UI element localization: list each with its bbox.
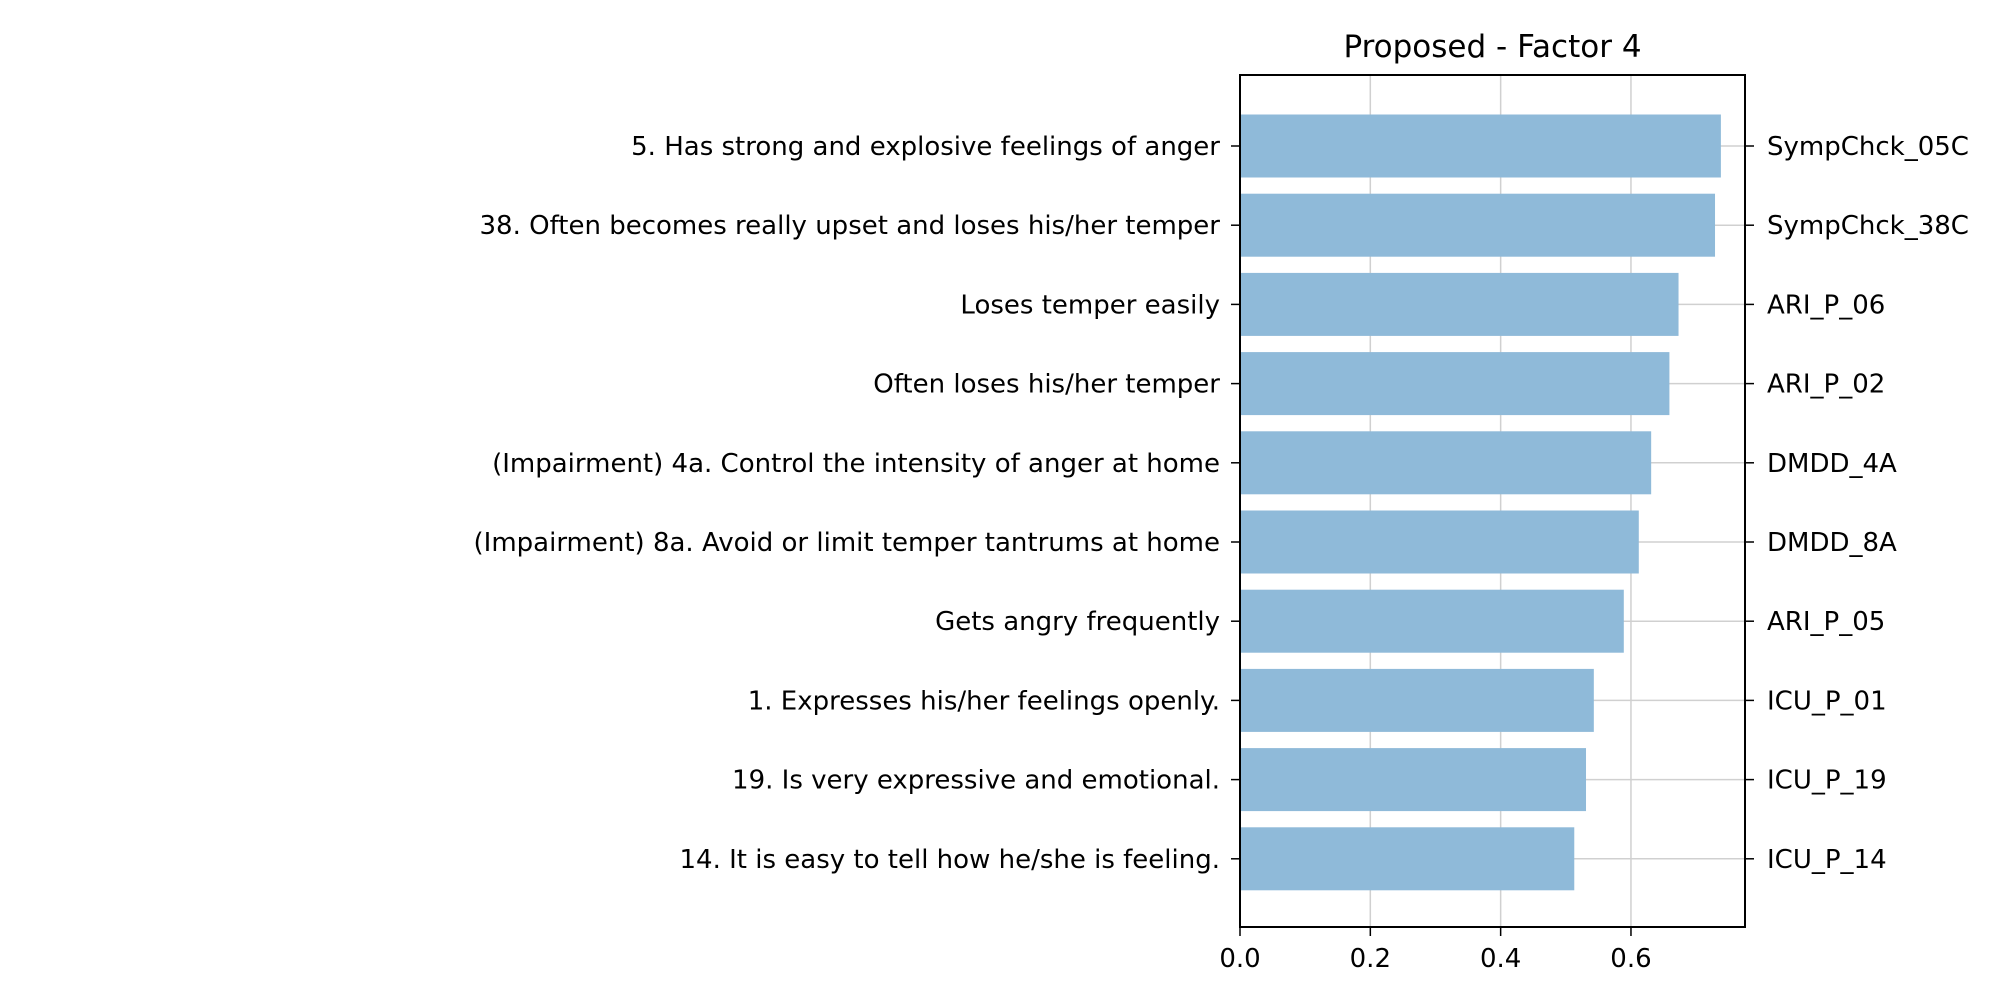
y-category-label: (Impairment) 4a. Control the intensity o…: [492, 449, 1220, 479]
y-category-label: Often loses his/her temper: [873, 370, 1220, 400]
y-code-label: ARI_P_02: [1767, 370, 1885, 400]
y-code-label: ICU_P_19: [1767, 766, 1887, 796]
bar: [1240, 431, 1652, 495]
y-code-label: ICU_P_01: [1767, 686, 1887, 716]
bar: [1240, 668, 1594, 732]
bars: [1240, 114, 1721, 891]
x-tick-label: 0.6: [1610, 944, 1651, 974]
y-category-label: 14. It is easy to tell how he/she is fee…: [680, 845, 1220, 875]
bar: [1240, 827, 1575, 891]
y-category-label: Loses temper easily: [960, 290, 1220, 320]
bar: [1240, 352, 1670, 416]
y-code-label: ICU_P_14: [1767, 845, 1887, 875]
bar: [1240, 510, 1639, 574]
y-category-label: 1. Expresses his/her feelings openly.: [748, 686, 1220, 716]
bar: [1240, 114, 1721, 178]
y-code-label: ARI_P_05: [1767, 607, 1885, 637]
y-code-label: ARI_P_06: [1767, 290, 1885, 320]
y-category-label: 38. Often becomes really upset and loses…: [480, 211, 1221, 241]
bar: [1240, 589, 1624, 653]
bar: [1240, 748, 1587, 812]
y-code-label: SympChck_05C: [1767, 132, 1969, 162]
bar: [1240, 193, 1716, 257]
chart-title: Proposed - Factor 4: [1343, 29, 1641, 65]
y-category-label: (Impairment) 8a. Avoid or limit temper t…: [474, 528, 1220, 558]
y-code-label: DMDD_4A: [1767, 449, 1897, 479]
x-tick-label: 0.4: [1480, 944, 1521, 974]
y-category-label: Gets angry frequently: [935, 607, 1220, 637]
y-category-label: 5. Has strong and explosive feelings of …: [631, 132, 1220, 162]
y-code-label: SympChck_38C: [1767, 211, 1969, 241]
x-tick-label: 0.2: [1350, 944, 1391, 974]
plot-frame: [1239, 74, 1746, 928]
y-code-label: DMDD_8A: [1767, 528, 1897, 558]
y-category-label: 19. Is very expressive and emotional.: [732, 766, 1220, 796]
ticks: [1231, 145, 1754, 936]
tick-labels: 0.0 0.2 0.4 0.6 5. Has strong and explosive …: [474, 132, 1969, 974]
x-tick-label: 0.0: [1219, 944, 1260, 974]
bar: [1240, 272, 1679, 336]
